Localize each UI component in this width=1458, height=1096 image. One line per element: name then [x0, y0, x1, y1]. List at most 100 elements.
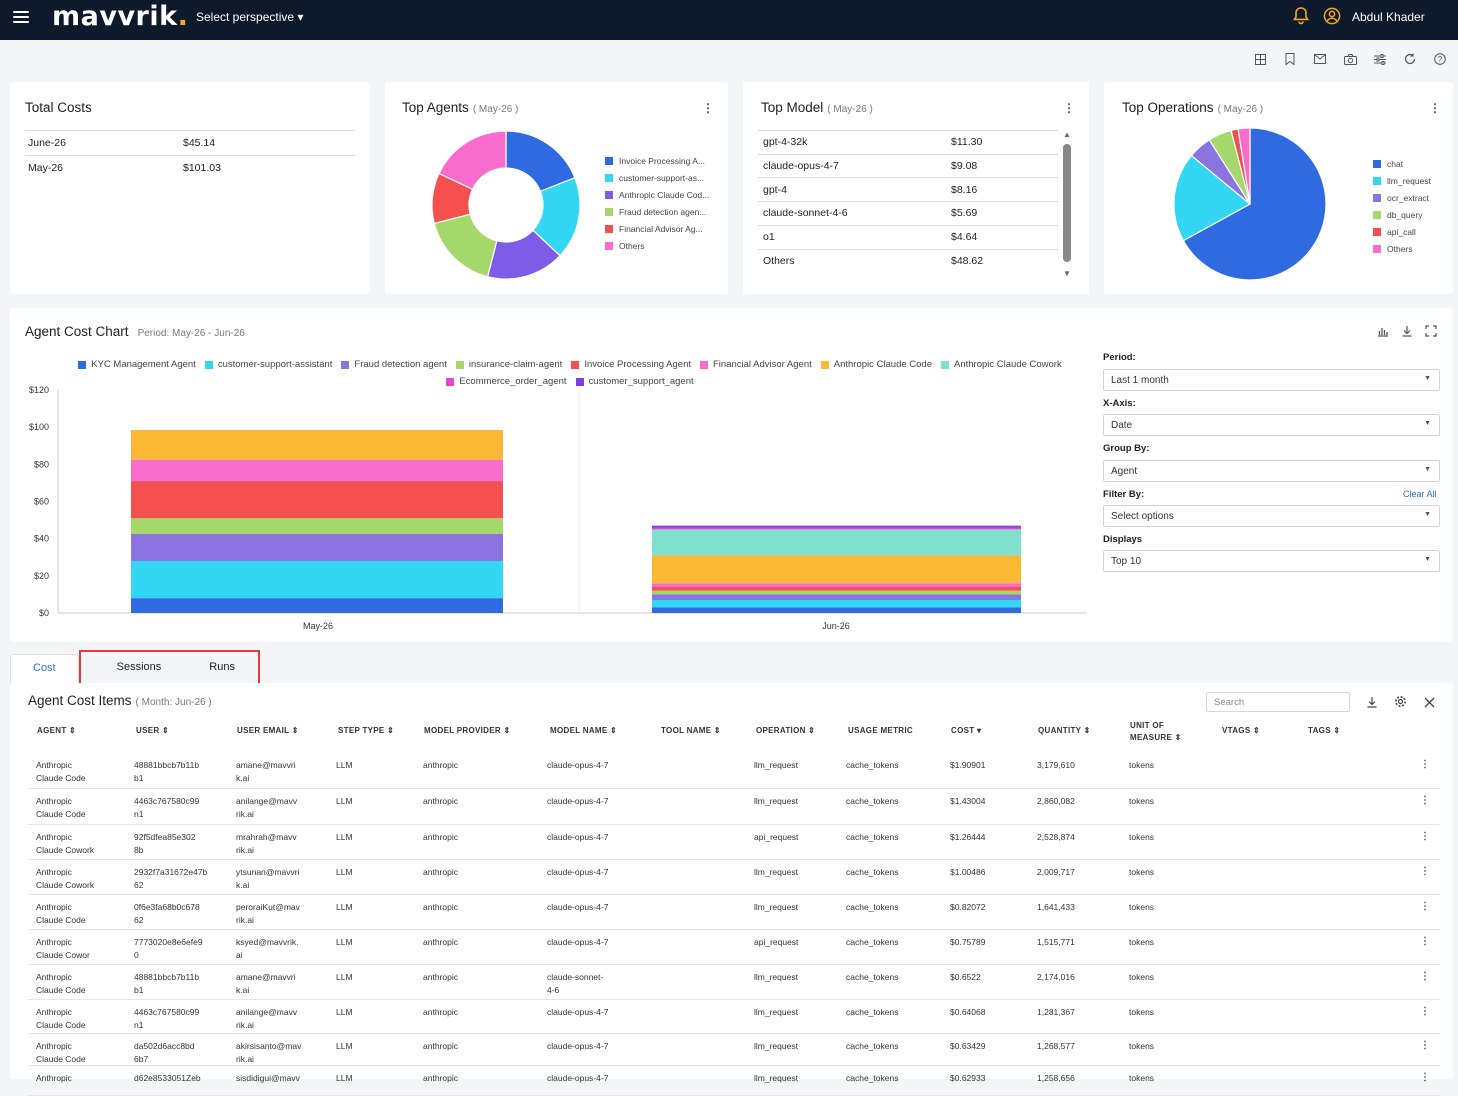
bar-segment-financial-advisor-agent[interactable]: [652, 583, 1021, 587]
bar-segment-invoice-processing-agent[interactable]: [131, 481, 503, 519]
bar-segment-ecommerce-order-agent[interactable]: [652, 527, 1021, 530]
bar-chart-icon[interactable]: [1377, 325, 1389, 337]
table-row[interactable]: Anthropic Claude Code da502d6acc8bd 6b7 akir…: [28, 1034, 1440, 1066]
table-row[interactable]: Anthropic Claude Code 48881bbcb7b11b b1 aman…: [28, 965, 1440, 1000]
column-header-model-name[interactable]: MODEL NAME ⇕: [550, 726, 618, 735]
fullscreen-icon[interactable]: [1425, 325, 1437, 337]
row-actions-icon[interactable]: ⋮: [1420, 866, 1430, 877]
xaxis-select[interactable]: Date ▼: [1103, 414, 1440, 436]
table-row[interactable]: Anthropic d62e8533051Zeb sisdidigui@mavv LL…: [28, 1066, 1440, 1096]
legend-item[interactable]: KYC Management Agent: [78, 356, 196, 373]
bar-segment-customer-support-assistant[interactable]: [131, 560, 503, 599]
table-row[interactable]: Anthropic Claude Cowork 2932f7a31672e47b 62…: [28, 860, 1440, 895]
column-header-step-type[interactable]: STEP TYPE ⇕: [338, 726, 395, 735]
more-options-icon[interactable]: ⋮: [1063, 101, 1075, 115]
scroll-down-arrow-icon[interactable]: ▼: [1063, 269, 1071, 278]
row-actions-icon[interactable]: ⋮: [1420, 759, 1430, 770]
table-row[interactable]: Anthropic Claude Code 4463c767580c99 n1 anil…: [28, 1000, 1440, 1034]
bar-segment-insurance-claim-agent[interactable]: [131, 518, 503, 535]
bookmark-icon[interactable]: [1282, 51, 1298, 67]
legend-item[interactable]: Others: [1373, 240, 1431, 257]
legend-item[interactable]: customer-support-assistant: [204, 356, 332, 373]
bar-segment-fraud-detection-agent[interactable]: [131, 534, 503, 561]
bar-segment-anthropic-claude-code[interactable]: [131, 429, 503, 460]
more-options-icon[interactable]: ⋮: [1429, 101, 1441, 115]
column-header-model-provider[interactable]: MODEL PROVIDER ⇕: [424, 726, 511, 735]
bar-segment-kyc-management-agent[interactable]: [131, 598, 503, 613]
select-perspective-dropdown[interactable]: Select perspective ▾: [196, 10, 304, 24]
download-icon[interactable]: [1366, 696, 1378, 708]
slice-fraud-detection-agen[interactable]: [433, 213, 498, 278]
help-icon[interactable]: ?: [1432, 51, 1448, 67]
slice-llm-request[interactable]: [1173, 154, 1252, 242]
column-header-user-email[interactable]: USER EMAIL ⇕: [237, 726, 299, 735]
scrollbar-thumb[interactable]: [1063, 144, 1071, 262]
notification-bell-icon[interactable]: [1293, 7, 1309, 25]
tab-cost[interactable]: Cost: [10, 654, 79, 684]
column-header-agent[interactable]: AGENT ⇕: [37, 726, 77, 735]
bar-segment-anthropic-claude-cowork[interactable]: [652, 529, 1021, 556]
filterby-select[interactable]: Select options ▼: [1103, 505, 1440, 527]
column-header-tool-name[interactable]: TOOL NAME ⇕: [661, 726, 721, 735]
column-header-vtags[interactable]: VTAGS ⇕: [1222, 726, 1260, 735]
bar-segment-customer-support-assistant[interactable]: [652, 599, 1021, 608]
table-row[interactable]: Anthropic Claude Cowork 92f5dfea85e302 8b mr…: [28, 825, 1440, 860]
column-header-measure[interactable]: MEASURE ⇕: [1130, 733, 1182, 742]
download-icon[interactable]: [1401, 325, 1413, 337]
column-header-cost[interactable]: COST ▾: [951, 726, 982, 735]
legend-item[interactable]: Ecommerce_order_agent: [446, 373, 567, 390]
column-header-user[interactable]: USER ⇕: [136, 726, 169, 735]
bar-segment-fraud-detection-agent[interactable]: [652, 594, 1021, 600]
column-header-tags[interactable]: TAGS ⇕: [1308, 726, 1341, 735]
legend-item[interactable]: Others: [605, 237, 709, 254]
mavvrik-logo[interactable]: mavvrik.: [52, 1, 189, 32]
row-actions-icon[interactable]: ⋮: [1420, 1072, 1430, 1083]
row-actions-icon[interactable]: ⋮: [1420, 936, 1430, 947]
legend-item[interactable]: Anthropic Claude Cod...: [605, 186, 709, 203]
legend-item[interactable]: Fraud detection agent: [341, 356, 447, 373]
tab-sessions[interactable]: Sessions: [116, 661, 162, 673]
legend-item[interactable]: insurance-claim-agent: [455, 356, 562, 373]
legend-item[interactable]: Invoice Processing Agent: [571, 356, 691, 373]
column-header-operation[interactable]: OPERATION ⇕: [756, 726, 816, 735]
legend-item[interactable]: db_query: [1373, 206, 1431, 223]
displays-select[interactable]: Top 10 ▼: [1103, 550, 1440, 572]
legend-item[interactable]: Financial Advisor Ag...: [605, 220, 709, 237]
row-actions-icon[interactable]: ⋮: [1420, 831, 1430, 842]
refresh-icon[interactable]: [1402, 51, 1418, 67]
table-row[interactable]: Anthropic Claude Code 4463c767580c99 n1 anil…: [28, 789, 1440, 825]
row-actions-icon[interactable]: ⋮: [1420, 971, 1430, 982]
clear-all-link[interactable]: Clear All: [1403, 489, 1437, 499]
slice-others[interactable]: [1237, 127, 1251, 205]
bar-segment-anthropic-claude-code[interactable]: [652, 555, 1021, 584]
camera-icon[interactable]: [1342, 51, 1358, 67]
more-options-icon[interactable]: ⋮: [702, 101, 714, 115]
bar-segment-financial-advisor-agent[interactable]: [131, 459, 503, 482]
table-row[interactable]: Anthropic Claude Cowor 7773020e8e6efe9 0 ksy…: [28, 930, 1440, 965]
legend-item[interactable]: Fraud detection agen...: [605, 203, 709, 220]
legend-item[interactable]: customer_support_agent: [575, 373, 694, 390]
user-name[interactable]: Abdul Khader: [1352, 10, 1425, 24]
column-header-quantity[interactable]: QUANTITY ⇕: [1038, 726, 1091, 735]
bar-segment-invoice-processing-agent[interactable]: [652, 586, 1021, 591]
table-row[interactable]: Anthropic Claude Code 48881bbcb7b11b b1 aman…: [28, 753, 1440, 789]
column-header-usage-metric[interactable]: USAGE METRIC: [848, 726, 913, 735]
row-actions-icon[interactable]: ⋮: [1420, 1006, 1430, 1017]
row-actions-icon[interactable]: ⋮: [1420, 901, 1430, 912]
period-select[interactable]: Last 1 month ▼: [1103, 369, 1440, 391]
legend-item[interactable]: api_call: [1373, 223, 1431, 240]
legend-item[interactable]: chat: [1373, 155, 1431, 172]
table-search-input[interactable]: Search: [1206, 692, 1350, 712]
legend-item[interactable]: llm_request: [1373, 172, 1431, 189]
column-header-unit-of[interactable]: UNIT OF: [1130, 721, 1165, 730]
bar-segment-insurance-claim-agent[interactable]: [652, 590, 1021, 595]
table-row[interactable]: Anthropic Claude Code 0f6e3fa68b0c678 62 per…: [28, 895, 1440, 930]
row-actions-icon[interactable]: ⋮: [1420, 795, 1430, 806]
grid-icon[interactable]: [1252, 51, 1268, 67]
slice-others[interactable]: [438, 130, 507, 191]
legend-item[interactable]: Financial Advisor Agent: [700, 356, 812, 373]
tab-runs[interactable]: Runs: [209, 661, 235, 673]
bar-segment-kyc-management-agent[interactable]: [652, 607, 1021, 613]
scroll-up-arrow-icon[interactable]: ▲: [1063, 130, 1071, 139]
user-avatar-icon[interactable]: [1323, 7, 1341, 25]
